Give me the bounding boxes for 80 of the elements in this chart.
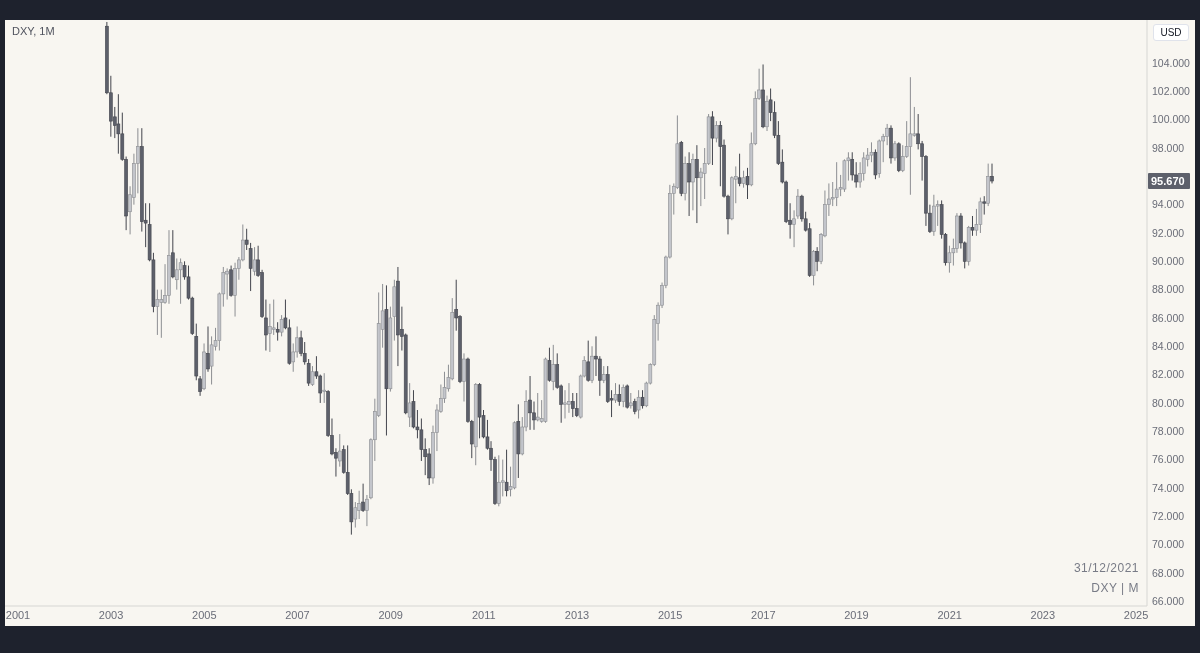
candlestick	[570, 392, 575, 418]
candlestick	[279, 314, 284, 337]
candlestick	[528, 375, 532, 431]
candlestick	[687, 151, 691, 217]
candlestick	[815, 246, 819, 272]
candlestick	[337, 433, 342, 468]
x-tick-label: 2017	[751, 608, 776, 621]
y-tick-label: 88.000	[1152, 283, 1185, 296]
x-tick-label: 2015	[657, 608, 683, 621]
candlestick	[695, 144, 699, 224]
candlestick	[275, 321, 280, 342]
candlestick	[869, 141, 874, 163]
annotation: 31/12/2021	[1073, 560, 1139, 577]
candlestick	[155, 289, 160, 336]
candlestick	[893, 140, 897, 162]
candlestick	[978, 197, 983, 234]
candlestick	[462, 352, 466, 403]
candlestick	[504, 449, 509, 497]
candlestick	[621, 384, 626, 408]
y-tick-label: 92.000	[1152, 226, 1185, 239]
candlestick	[159, 289, 164, 339]
candlestick	[271, 299, 276, 336]
candlestick	[268, 303, 272, 353]
y-tick-label: 90.000	[1152, 255, 1185, 268]
candlestick	[535, 392, 540, 422]
candlestick	[206, 325, 210, 373]
candlestick	[982, 195, 987, 216]
x-tick-label: 2013	[564, 608, 590, 621]
candlestick	[563, 389, 567, 419]
candlestick	[714, 120, 719, 143]
x-tick-label: 2001	[5, 608, 31, 621]
candlestick	[547, 347, 552, 383]
candlestick	[322, 372, 326, 404]
candlestick	[737, 153, 742, 187]
y-tick-label: 86.000	[1152, 311, 1185, 324]
y-tick-label: 94.000	[1152, 198, 1185, 211]
candlestick	[178, 257, 183, 305]
y-tick-label: 98.000	[1152, 141, 1185, 154]
annotation: DXY | M	[1090, 580, 1139, 597]
y-tick-label: 102.000	[1152, 85, 1191, 98]
candlestick	[551, 344, 556, 391]
candlestick	[691, 153, 695, 211]
candlestick	[574, 392, 579, 418]
candlestick	[361, 483, 365, 513]
x-tick-label: 2003	[98, 608, 124, 621]
y-tick-label: 76.000	[1152, 453, 1185, 466]
x-tick-label: 2025	[1123, 608, 1149, 621]
candlestick	[497, 454, 501, 507]
candlestick	[970, 215, 975, 237]
y-tick-label: 82.000	[1152, 368, 1185, 381]
x-tick-label: 2009	[378, 608, 403, 621]
annotation: 95.670	[1151, 175, 1185, 188]
y-tick-label: 72.000	[1152, 509, 1185, 522]
y-tick-label: 80.000	[1152, 396, 1185, 409]
y-tick-label: 74.000	[1152, 481, 1185, 494]
candlestick	[990, 163, 994, 184]
y-tick-label: 68.000	[1152, 566, 1185, 579]
x-tick-label: 2023	[1030, 608, 1056, 621]
candlestick	[310, 365, 315, 387]
x-tick-label: 2011	[471, 608, 496, 621]
x-tick-label: 2019	[844, 608, 869, 621]
candlestick	[617, 384, 622, 407]
candlestick	[613, 382, 618, 404]
candlestick	[873, 148, 878, 180]
x-tick-label: 2007	[285, 608, 310, 621]
y-tick-label: 78.000	[1152, 424, 1185, 437]
y-tick-label: 104.000	[1152, 56, 1191, 69]
text: DXY, 1M	[12, 25, 55, 37]
candlestick	[834, 161, 839, 207]
y-tick-label: 84.000	[1152, 340, 1185, 353]
y-tick-label: 100.000	[1152, 113, 1191, 126]
candlestick	[640, 389, 645, 410]
y-tick-label: 70.000	[1152, 538, 1185, 551]
x-tick-label: 2021	[937, 608, 962, 621]
candlestick	[353, 501, 358, 529]
y-axis-title: USD	[1153, 24, 1189, 41]
candlestick	[850, 151, 855, 182]
candlestick	[908, 76, 913, 196]
x-tick-label: 2005	[192, 608, 217, 621]
y-tick-label: 66.000	[1152, 594, 1185, 607]
